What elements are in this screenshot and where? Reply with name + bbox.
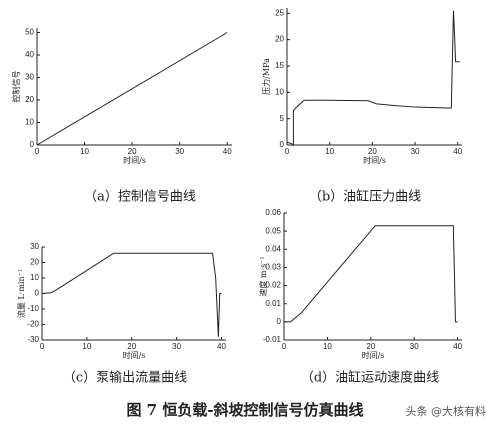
x-tick-label: 20 [127,342,136,351]
x-axis-label: 时间/s [123,155,146,165]
x-tick-label: 10 [80,147,89,156]
data-line [36,32,228,146]
x-tick-label: 40 [453,147,462,156]
figure-caption: 图 7 恒负载-斜坡控制信号仿真曲线 [126,401,363,419]
x-axis-label: 时间/s [363,155,386,165]
y-tick-label: 0.02 [265,281,281,290]
y-axis-label: 压力/MPa [261,58,271,95]
y-tick-label: -10 [27,304,39,313]
data-line [286,10,460,146]
x-tick-label: 0 [285,147,290,156]
y-tick-label: 0 [277,317,282,326]
y-axis-label: 流量 L·min⁻¹ [16,269,26,318]
y-tick-label: 0.01 [265,299,281,308]
y-tick-label: 30 [25,73,34,82]
chart-title: （a）控制信号曲线 [84,190,196,205]
x-tick-label: 40 [217,342,226,351]
y-tick-label: -30 [27,335,39,344]
y-tick-label: 30 [30,242,39,251]
y-tick-label: 40 [25,50,34,59]
x-tick-label: 30 [411,147,420,156]
x-tick-label: 30 [172,342,181,351]
y-tick-label: 10 [25,118,34,127]
data-line [41,252,222,337]
x-tick-label: 0 [282,342,287,351]
y-tick-label: -20 [27,320,39,329]
y-axis-label: 速度 m·s⁻¹ [258,256,268,296]
x-axis-label: 时间/s [362,350,385,360]
x-tick-label: 10 [325,147,334,156]
y-tick-label: -0.01 [263,335,282,344]
y-tick-label: 0 [30,140,35,149]
y-tick-label: 20 [25,95,34,104]
watermark: 头条 @大核有料 [406,404,487,418]
y-tick-label: 15 [275,61,284,70]
y-tick-label: 25 [275,8,284,17]
x-tick-label: 0 [40,342,45,351]
x-axis-label: 时间/s [123,350,146,360]
chart-title: （d）油缸运动速度曲线 [301,370,439,386]
data-line [284,225,458,323]
x-tick-label: 20 [128,147,137,156]
y-tick-label: 0 [35,289,40,298]
y-tick-label: 0 [280,140,285,149]
x-tick-label: 20 [368,147,377,156]
y-tick-label: 0.06 [265,208,281,217]
y-tick-label: 0.05 [265,226,281,235]
y-tick-label: 20 [30,258,39,267]
x-tick-label: 10 [82,342,91,351]
y-tick-label: 20 [275,35,284,44]
x-tick-label: 40 [453,342,462,351]
y-tick-label: 10 [275,87,284,96]
y-tick-label: 50 [25,28,34,37]
x-tick-label: 10 [323,342,332,351]
chart-title: （c）泵输出流量曲线 [63,370,187,386]
y-tick-label: 5 [280,114,285,123]
x-tick-label: 40 [223,147,232,156]
y-tick-label: 0.03 [265,263,281,272]
y-axis-label: 控制信号 [11,71,21,103]
x-tick-label: 30 [410,342,419,351]
chart-title: （b）油缸压力曲线 [309,189,421,205]
y-tick-label: 0.04 [265,244,281,253]
x-tick-label: 0 [35,147,40,156]
y-tick-label: 10 [30,273,39,282]
x-tick-label: 30 [175,147,184,156]
x-tick-label: 20 [366,342,375,351]
